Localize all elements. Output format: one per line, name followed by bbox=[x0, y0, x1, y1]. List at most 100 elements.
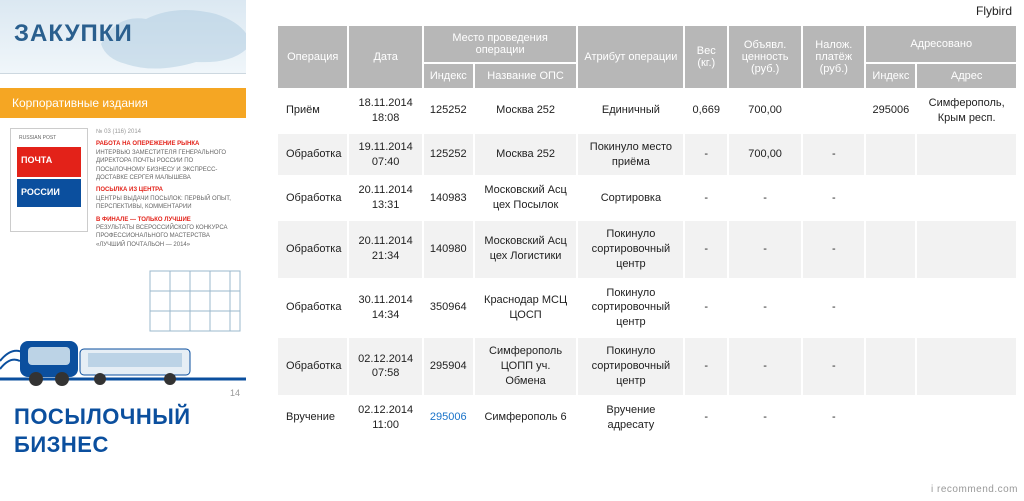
table-cell: Покинуло сортировочный центр bbox=[577, 220, 684, 279]
magazine-blurb: № 03 (116) 2014 РАБОТА НА ОПЕРЕЖЕНИЕ РЫН… bbox=[96, 128, 236, 249]
recommend-watermark: i recommend.com bbox=[931, 484, 1018, 495]
train-illustration: 14 bbox=[0, 261, 246, 401]
zakupki-title: ЗАКУПКИ bbox=[14, 20, 133, 48]
table-cell bbox=[865, 176, 916, 220]
table-cell bbox=[916, 133, 1017, 177]
page-number: 14 bbox=[230, 388, 240, 398]
table-cell: Симферополь, Крым респ. bbox=[916, 89, 1017, 133]
th-addressed: Адресовано bbox=[865, 25, 1017, 63]
blurb-text-2: ЦЕНТРЫ ВЫДАЧИ ПОСЫЛОК: ПЕРВЫЙ ОПЫТ, ПЕРС… bbox=[96, 196, 231, 210]
table-cell: 0,669 bbox=[684, 89, 728, 133]
table-cell: - bbox=[802, 279, 865, 338]
table-cell: Сортировка bbox=[577, 176, 684, 220]
table-cell[interactable]: 295006 bbox=[423, 396, 474, 440]
table-cell: Обработка bbox=[277, 337, 348, 396]
table-row: Обработка20.11.2014 13:31140983Московски… bbox=[277, 176, 1017, 220]
table-cell: Покинуло сортировочный центр bbox=[577, 337, 684, 396]
watermark: Flybird bbox=[976, 4, 1012, 18]
th-value: Объявл. ценность (руб.) bbox=[728, 25, 802, 89]
table-cell: Покинуло место приёма bbox=[577, 133, 684, 177]
table-cell: - bbox=[684, 220, 728, 279]
table-cell: 30.11.2014 14:34 bbox=[348, 279, 422, 338]
table-cell: - bbox=[684, 279, 728, 338]
table-cell: 02.12.2014 11:00 bbox=[348, 396, 422, 440]
table-cell: - bbox=[684, 133, 728, 177]
table-cell: Москва 252 bbox=[474, 89, 578, 133]
blurb-text-1: ИНТЕРВЬЮ ЗАМЕСТИТЕЛЯ ГЕНЕРАЛЬНОГО ДИРЕКТ… bbox=[96, 150, 226, 181]
th-place: Место проведения операции bbox=[423, 25, 578, 63]
table-cell: - bbox=[728, 220, 802, 279]
table-cell: - bbox=[728, 176, 802, 220]
table-cell bbox=[802, 89, 865, 133]
russian-post-label: RUSSIAN POST bbox=[19, 135, 56, 141]
table-cell bbox=[916, 279, 1017, 338]
table-cell: Обработка bbox=[277, 279, 348, 338]
zakupki-banner[interactable]: ЗАКУПКИ bbox=[0, 0, 246, 74]
table-cell: Обработка bbox=[277, 220, 348, 279]
table-cell bbox=[865, 279, 916, 338]
table-cell bbox=[916, 220, 1017, 279]
table-cell bbox=[865, 337, 916, 396]
table-cell: Московский Асц цех Логистики bbox=[474, 220, 578, 279]
th-date: Дата bbox=[348, 25, 422, 89]
table-cell bbox=[865, 220, 916, 279]
table-cell: Обработка bbox=[277, 176, 348, 220]
blurb-text-3: РЕЗУЛЬТАТЫ ВСЕРОССИЙСКОГО КОНКУРСА ПРОФЕ… bbox=[96, 225, 228, 248]
table-cell: 140983 bbox=[423, 176, 474, 220]
table-body: Приём18.11.2014 18:08125252Москва 252Еди… bbox=[277, 89, 1017, 439]
table-cell: 18.11.2014 18:08 bbox=[348, 89, 422, 133]
th-weight: Вес (кг.) bbox=[684, 25, 728, 89]
table-cell: Краснодар МСЦ ЦОСП bbox=[474, 279, 578, 338]
sidebar: ЗАКУПКИ Корпоративные издания RUSSIAN PO… bbox=[0, 0, 246, 501]
table-cell bbox=[865, 133, 916, 177]
table-cell: 125252 bbox=[423, 89, 474, 133]
table-cell: 02.12.2014 07:58 bbox=[348, 337, 422, 396]
table-cell bbox=[865, 396, 916, 440]
table-cell: 140980 bbox=[423, 220, 474, 279]
magazine-cover[interactable]: RUSSIAN POST ПОЧТА РОССИИ № 03 (116) 201… bbox=[0, 118, 246, 255]
parcel-business-title-1: ПОСЫЛОЧНЫЙ bbox=[0, 401, 246, 429]
table-cell: - bbox=[802, 133, 865, 177]
table-cell: Симферополь ЦОПП уч. Обмена bbox=[474, 337, 578, 396]
logo-line1: ПОЧТА bbox=[21, 155, 52, 165]
blurb-heading-3: В ФИНАЛЕ — ТОЛЬКО ЛУЧШИЕ bbox=[96, 216, 236, 224]
table-cell: 700,00 bbox=[728, 89, 802, 133]
table-cell: - bbox=[802, 176, 865, 220]
table-cell: - bbox=[728, 279, 802, 338]
parcel-business-title-2: БИЗНЕС bbox=[0, 429, 246, 457]
table-row: Обработка19.11.2014 07:40125252Москва 25… bbox=[277, 133, 1017, 177]
table-cell: 700,00 bbox=[728, 133, 802, 177]
table-cell: - bbox=[728, 337, 802, 396]
table-cell: Единичный bbox=[577, 89, 684, 133]
table-cell: Вручение адресату bbox=[577, 396, 684, 440]
table-cell: 19.11.2014 07:40 bbox=[348, 133, 422, 177]
table-cell: - bbox=[802, 396, 865, 440]
table-cell: 295006 bbox=[865, 89, 916, 133]
table-cell: - bbox=[802, 337, 865, 396]
table-cell bbox=[916, 176, 1017, 220]
table-cell: Покинуло сортировочный центр bbox=[577, 279, 684, 338]
table-cell: Москва 252 bbox=[474, 133, 578, 177]
table-cell: - bbox=[684, 337, 728, 396]
table-row: Обработка20.11.2014 21:34140980Московски… bbox=[277, 220, 1017, 279]
table-cell: - bbox=[802, 220, 865, 279]
table-cell: 20.11.2014 21:34 bbox=[348, 220, 422, 279]
table-cell: 295904 bbox=[423, 337, 474, 396]
table-cell: Вручение bbox=[277, 396, 348, 440]
th-addr-index: Индекс bbox=[865, 63, 916, 89]
th-cod: Налож. платёж (руб.) bbox=[802, 25, 865, 89]
table-cell: Московский Асц цех Посылок bbox=[474, 176, 578, 220]
table-cell: Приём bbox=[277, 89, 348, 133]
page: ЗАКУПКИ Корпоративные издания RUSSIAN PO… bbox=[0, 0, 1024, 501]
tracking-table: Операция Дата Место проведения операции … bbox=[276, 24, 1018, 440]
table-row: Приём18.11.2014 18:08125252Москва 252Еди… bbox=[277, 89, 1017, 133]
issue-number: № 03 (116) 2014 bbox=[96, 128, 236, 136]
table-cell: Обработка bbox=[277, 133, 348, 177]
main-content: Операция Дата Место проведения операции … bbox=[246, 0, 1024, 501]
corporate-editions-header[interactable]: Корпоративные издания bbox=[0, 88, 246, 118]
table-cell: - bbox=[684, 396, 728, 440]
table-header: Операция Дата Место проведения операции … bbox=[277, 25, 1017, 89]
table-cell: 20.11.2014 13:31 bbox=[348, 176, 422, 220]
table-cell bbox=[916, 337, 1017, 396]
table-row: Обработка02.12.2014 07:58295904Симферопо… bbox=[277, 337, 1017, 396]
